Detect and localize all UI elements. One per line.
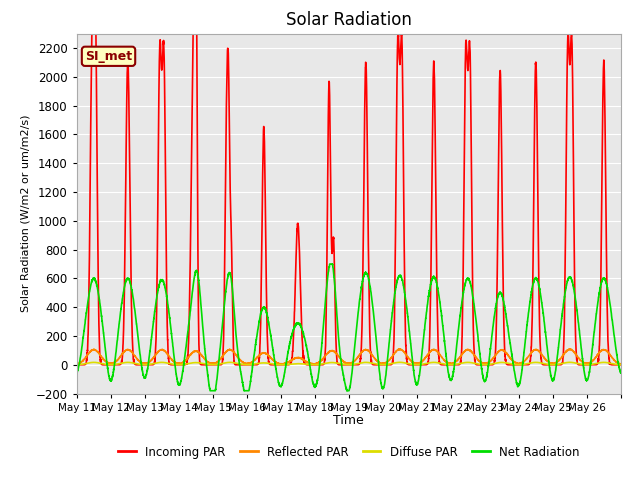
Y-axis label: Solar Radiation (W/m2 or um/m2/s): Solar Radiation (W/m2 or um/m2/s) bbox=[20, 115, 30, 312]
Legend: Incoming PAR, Reflected PAR, Diffuse PAR, Net Radiation: Incoming PAR, Reflected PAR, Diffuse PAR… bbox=[113, 441, 584, 463]
Text: SI_met: SI_met bbox=[85, 50, 132, 63]
Title: Solar Radiation: Solar Radiation bbox=[286, 11, 412, 29]
X-axis label: Time: Time bbox=[333, 414, 364, 427]
